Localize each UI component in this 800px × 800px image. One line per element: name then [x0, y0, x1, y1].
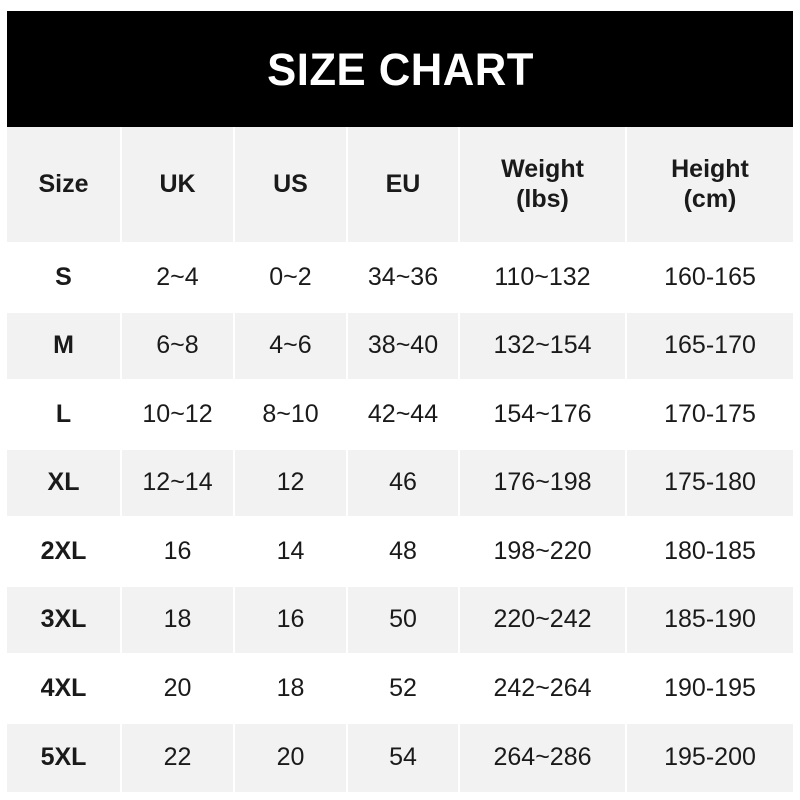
cell-height: 185-190 — [627, 586, 793, 655]
column-header-label: Height — [671, 155, 749, 183]
cell-weight: 264~286 — [460, 723, 627, 792]
column-header-weight: Weight (lbs) — [460, 127, 627, 244]
cell-us: 12 — [235, 449, 348, 518]
cell-size: 3XL — [7, 586, 122, 655]
cell-us: 14 — [235, 518, 348, 587]
cell-eu: 52 — [348, 655, 460, 724]
cell-size: M — [7, 312, 122, 381]
table-row: L 10~12 8~10 42~44 154~176 170-175 — [7, 381, 793, 450]
table-row: S 2~4 0~2 34~36 110~132 160-165 — [7, 244, 793, 313]
cell-size: 4XL — [7, 655, 122, 724]
cell-us: 18 — [235, 655, 348, 724]
column-header-us: US — [235, 127, 348, 244]
title-banner: SIZE CHART — [7, 11, 793, 127]
cell-eu: 38~40 — [348, 312, 460, 381]
cell-weight: 132~154 — [460, 312, 627, 381]
cell-uk: 6~8 — [122, 312, 235, 381]
cell-uk: 12~14 — [122, 449, 235, 518]
column-header-unit: (lbs) — [516, 184, 569, 213]
column-header-eu: EU — [348, 127, 460, 244]
cell-us: 20 — [235, 723, 348, 792]
table-header-row: Size UK US EU Weight (lbs) Height (cm) — [7, 127, 793, 244]
cell-weight: 198~220 — [460, 518, 627, 587]
cell-eu: 54 — [348, 723, 460, 792]
cell-eu: 48 — [348, 518, 460, 587]
cell-eu: 50 — [348, 586, 460, 655]
cell-height: 175-180 — [627, 449, 793, 518]
column-header-label: US — [273, 169, 308, 198]
cell-uk: 20 — [122, 655, 235, 724]
cell-weight: 176~198 — [460, 449, 627, 518]
cell-height: 160-165 — [627, 244, 793, 313]
cell-uk: 10~12 — [122, 381, 235, 450]
cell-us: 0~2 — [235, 244, 348, 313]
cell-weight: 154~176 — [460, 381, 627, 450]
cell-height: 180-185 — [627, 518, 793, 587]
cell-us: 16 — [235, 586, 348, 655]
table-row: XL 12~14 12 46 176~198 175-180 — [7, 449, 793, 518]
cell-us: 8~10 — [235, 381, 348, 450]
cell-size: 2XL — [7, 518, 122, 587]
table-row: 2XL 16 14 48 198~220 180-185 — [7, 518, 793, 587]
column-header-uk: UK — [122, 127, 235, 244]
cell-size: L — [7, 381, 122, 450]
cell-height: 195-200 — [627, 723, 793, 792]
cell-eu: 34~36 — [348, 244, 460, 313]
cell-weight: 110~132 — [460, 244, 627, 313]
cell-eu: 42~44 — [348, 381, 460, 450]
cell-uk: 2~4 — [122, 244, 235, 313]
table-body: S 2~4 0~2 34~36 110~132 160-165 M 6~8 4~6 38~40 13… — [7, 244, 793, 792]
cell-height: 170-175 — [627, 381, 793, 450]
table-header: Size UK US EU Weight (lbs) Height (cm) — [7, 127, 793, 244]
table-row: M 6~8 4~6 38~40 132~154 165-170 — [7, 312, 793, 381]
column-header-label: Weight — [501, 155, 584, 183]
cell-us: 4~6 — [235, 312, 348, 381]
cell-uk: 22 — [122, 723, 235, 792]
cell-size: S — [7, 244, 122, 313]
cell-uk: 18 — [122, 586, 235, 655]
cell-height: 165-170 — [627, 312, 793, 381]
column-header-label: EU — [385, 169, 421, 198]
cell-height: 190-195 — [627, 655, 793, 724]
column-header-label: Size — [38, 169, 89, 198]
column-header-size: Size — [7, 127, 122, 244]
cell-size: XL — [7, 449, 122, 518]
cell-weight: 220~242 — [460, 586, 627, 655]
table-row: 4XL 20 18 52 242~264 190-195 — [7, 655, 793, 724]
table-row: 3XL 18 16 50 220~242 185-190 — [7, 586, 793, 655]
size-chart-table: Size UK US EU Weight (lbs) Height (cm) S 2~4 0~2 3… — [7, 127, 793, 792]
table-row: 5XL 22 20 54 264~286 195-200 — [7, 723, 793, 792]
column-header-unit: (cm) — [683, 184, 737, 213]
column-header-height: Height (cm) — [627, 127, 793, 244]
cell-size: 5XL — [7, 723, 122, 792]
cell-eu: 46 — [348, 449, 460, 518]
cell-uk: 16 — [122, 518, 235, 587]
column-header-label: UK — [159, 169, 196, 198]
cell-weight: 242~264 — [460, 655, 627, 724]
page-title: SIZE CHART — [266, 43, 534, 95]
